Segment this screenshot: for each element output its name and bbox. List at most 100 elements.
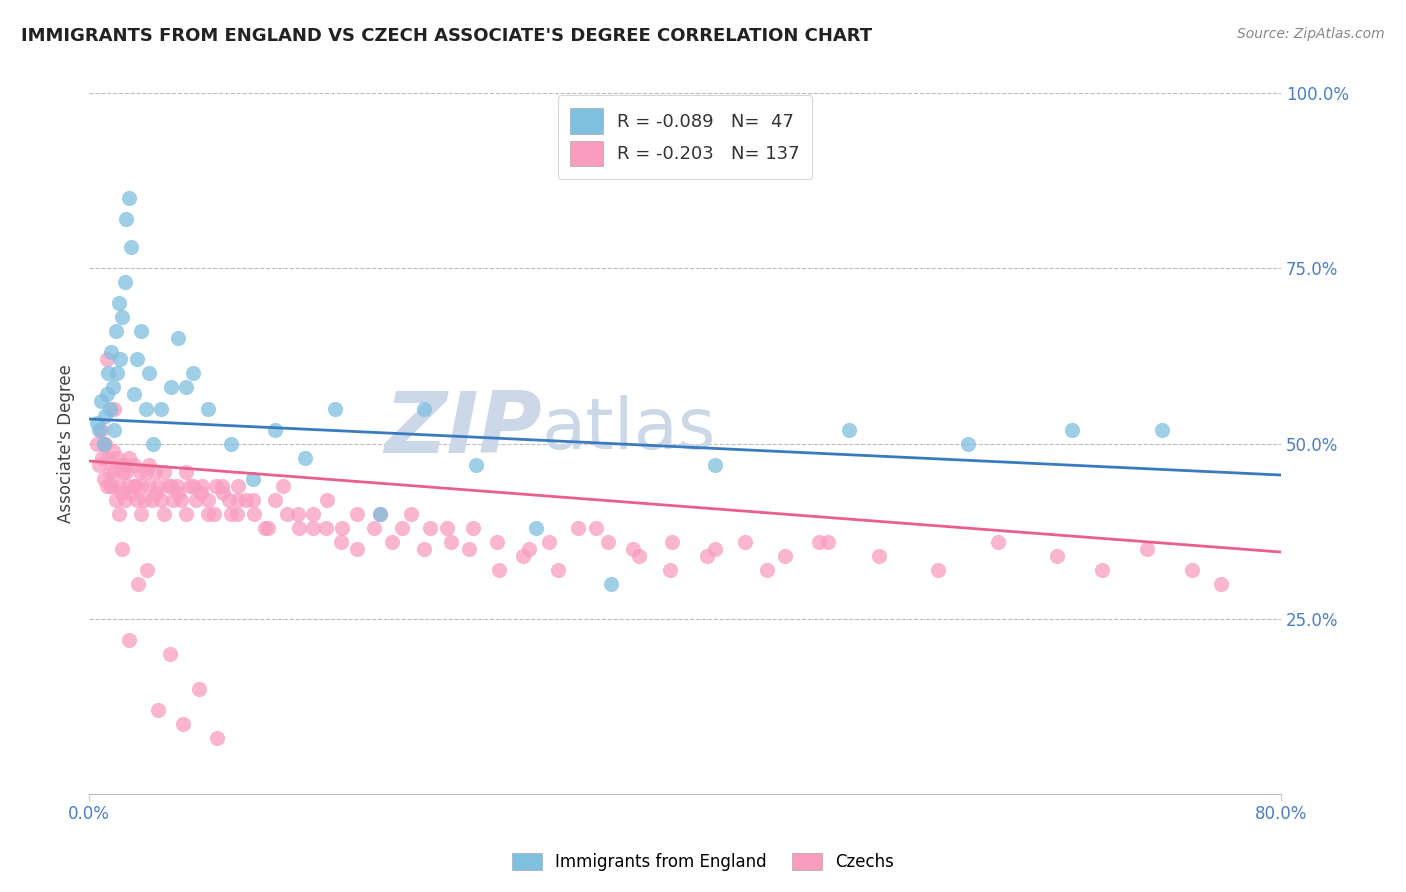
Point (621, 541, 644, 556)
Point (115, 465, 138, 479)
Point (128, 465, 150, 479)
Point (226, 478, 249, 492)
Point (122, 458, 145, 472)
Point (117, 478, 139, 492)
Point (115, 458, 138, 472)
Point (567, 520, 589, 534)
Point (243, 507, 266, 521)
Point (90, 394, 112, 409)
Point (264, 423, 287, 437)
Point (599, 576, 621, 591)
Point (152, 507, 174, 521)
Point (703, 541, 725, 556)
Point (98, 465, 121, 479)
Point (97, 367, 120, 381)
Legend: R = -0.089   N=  47, R = -0.203   N= 137: R = -0.089 N= 47, R = -0.203 N= 137 (558, 95, 813, 179)
Point (808, 534, 831, 549)
Point (1136, 541, 1159, 556)
Point (103, 423, 125, 437)
Point (204, 478, 226, 492)
Point (661, 534, 683, 549)
Point (734, 534, 756, 549)
Point (138, 367, 160, 381)
Point (167, 485, 190, 500)
Point (170, 492, 193, 507)
Point (162, 492, 184, 507)
Point (413, 541, 436, 556)
Point (957, 436, 980, 450)
Point (419, 520, 441, 534)
Point (271, 478, 294, 492)
Point (512, 549, 534, 563)
Point (122, 387, 145, 401)
Point (380, 534, 402, 549)
Point (96, 387, 118, 401)
Point (120, 485, 142, 500)
Point (838, 423, 860, 437)
Point (517, 541, 540, 556)
Point (108, 507, 131, 521)
Point (190, 485, 212, 500)
Point (89, 423, 111, 437)
Point (183, 367, 205, 381)
Point (118, 632, 141, 647)
Point (368, 507, 391, 521)
Point (301, 520, 323, 534)
Point (103, 465, 125, 479)
Point (167, 331, 190, 345)
Point (97, 450, 120, 465)
Point (141, 492, 163, 507)
Point (330, 520, 353, 534)
Point (440, 534, 463, 549)
Point (219, 507, 242, 521)
Point (136, 563, 159, 577)
Point (218, 492, 240, 507)
Point (202, 507, 225, 521)
Point (538, 534, 561, 549)
Point (108, 296, 131, 310)
Point (91, 450, 114, 465)
Point (346, 541, 368, 556)
Point (166, 478, 188, 492)
Point (135, 465, 157, 479)
Point (114, 492, 136, 507)
Point (96, 478, 118, 492)
Point (118, 191, 141, 205)
Point (157, 478, 180, 492)
Point (134, 492, 156, 507)
Point (773, 549, 796, 563)
Point (301, 507, 323, 521)
Point (103, 401, 125, 416)
Point (817, 534, 839, 549)
Point (96, 352, 118, 367)
Point (174, 380, 197, 394)
Point (94, 436, 117, 450)
Point (93, 436, 115, 450)
Point (114, 276, 136, 290)
Point (105, 450, 128, 465)
Point (174, 465, 197, 479)
Point (391, 520, 413, 534)
Point (257, 520, 280, 534)
Point (110, 352, 132, 367)
Point (111, 541, 134, 556)
Point (1211, 576, 1233, 591)
Point (104, 325, 127, 339)
Point (458, 541, 481, 556)
Text: atlas: atlas (541, 395, 717, 464)
Point (524, 520, 547, 534)
Point (1180, 563, 1202, 577)
Point (94, 409, 117, 423)
Point (755, 563, 778, 577)
Point (101, 380, 124, 394)
Point (188, 681, 211, 696)
Point (627, 549, 650, 563)
Point (399, 507, 422, 521)
Text: IMMIGRANTS FROM ENGLAND VS CZECH ASSOCIATE'S DEGREE CORRELATION CHART: IMMIGRANTS FROM ENGLAND VS CZECH ASSOCIA… (21, 27, 872, 45)
Point (1150, 423, 1173, 437)
Point (235, 492, 257, 507)
Point (108, 478, 131, 492)
Point (122, 478, 145, 492)
Point (329, 534, 352, 549)
Point (152, 465, 174, 479)
